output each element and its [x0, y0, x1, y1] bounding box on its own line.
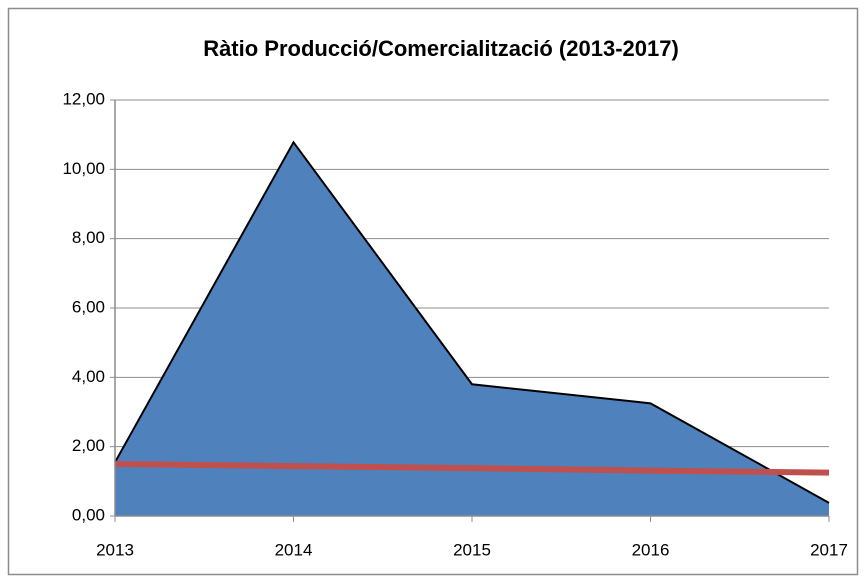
y-tick-label: 2,00 — [72, 436, 105, 455]
y-tick-label: 10,00 — [62, 159, 105, 178]
x-tick-label: 2016 — [632, 540, 670, 559]
y-tick-label: 12,00 — [62, 89, 105, 108]
y-tick-label: 0,00 — [72, 505, 105, 524]
y-tick-label: 8,00 — [72, 228, 105, 247]
area — [115, 142, 829, 516]
y-tick-label: 6,00 — [72, 297, 105, 316]
x-tick-label: 2017 — [810, 540, 848, 559]
x-tick-label: 2013 — [96, 540, 134, 559]
y-tick-label: 4,00 — [72, 367, 105, 386]
x-tick-label: 2015 — [453, 540, 491, 559]
area-outline — [114, 140, 830, 504]
line — [114, 461, 830, 476]
x-tick-label: 2014 — [275, 540, 313, 559]
chart-title: Ràtio Producció/Comercialització (2013-2… — [203, 36, 679, 61]
